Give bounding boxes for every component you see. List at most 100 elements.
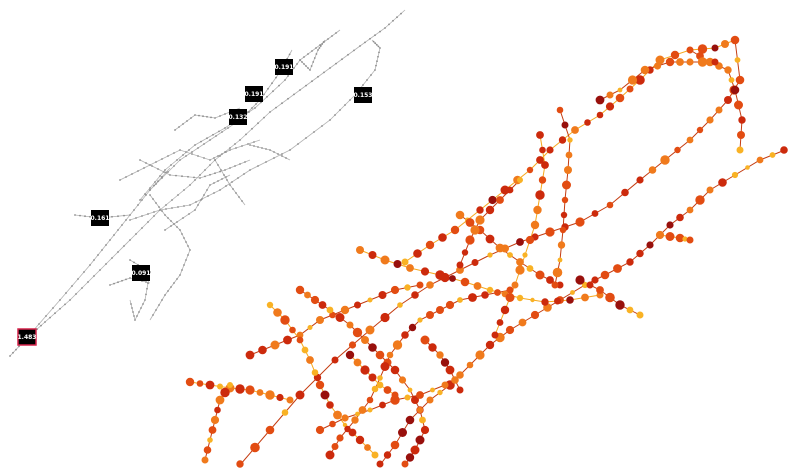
overview-node (165, 204, 167, 206)
overview-node (164, 214, 166, 216)
detail-node (413, 249, 422, 258)
overview-node (178, 126, 180, 128)
detail-node (245, 350, 255, 360)
overview-node (161, 177, 163, 179)
detail-node (401, 331, 409, 339)
overview-node (182, 217, 184, 219)
overview-node (125, 219, 127, 221)
detail-node (364, 444, 371, 451)
detail-node (270, 340, 280, 350)
overview-nodes (9, 12, 402, 357)
overview-node (183, 205, 185, 207)
overview-node (182, 154, 184, 156)
detail-node (420, 425, 430, 435)
detail-node (676, 213, 684, 222)
overview-node (157, 168, 159, 170)
overview-node (139, 159, 141, 161)
detail-node (258, 345, 267, 355)
overview-node (293, 67, 295, 69)
overview-node (278, 84, 280, 87)
overview-node (221, 153, 223, 155)
overview-node (213, 182, 215, 184)
detail-edge (359, 249, 601, 303)
overview-node (247, 143, 249, 145)
detail-node (331, 443, 339, 450)
detail-node (711, 58, 719, 66)
overview-node (384, 27, 386, 29)
overview-node (93, 259, 95, 261)
detail-node (617, 87, 623, 93)
overview-node (293, 93, 295, 96)
overview-node (173, 223, 175, 225)
overview-node (281, 153, 283, 155)
detail-node (564, 166, 572, 174)
detail-node (735, 75, 745, 85)
detail-node (522, 252, 528, 258)
value-badge-box (245, 86, 263, 102)
detail-node (391, 391, 399, 399)
overview-node (344, 104, 346, 106)
detail-node (485, 234, 495, 244)
detail-node (485, 205, 495, 215)
overview-node (287, 75, 289, 77)
overview-node (206, 189, 208, 191)
detail-node (646, 241, 654, 249)
detail-node (437, 389, 443, 396)
detail-edges (189, 39, 786, 466)
detail-node (455, 210, 465, 220)
overview-node (186, 120, 188, 122)
overview-node (133, 261, 135, 264)
overview-node (121, 279, 123, 282)
overview-node (15, 348, 17, 351)
overview-node (263, 93, 265, 96)
overview-node (185, 151, 187, 153)
overview-node (181, 269, 183, 271)
detail-node (715, 106, 723, 114)
detail-node (718, 178, 727, 187)
overview-node (335, 62, 337, 65)
overview-node (251, 127, 253, 130)
overview-node (187, 175, 189, 178)
overview-node (317, 75, 319, 78)
detail-node (487, 252, 493, 258)
overview-node (189, 204, 191, 206)
detail-node (210, 415, 220, 425)
detail-node (377, 375, 383, 381)
detail-node (320, 390, 330, 400)
overview-node (339, 109, 341, 111)
overview-node (203, 194, 205, 196)
overview-node (170, 164, 172, 166)
detail-node (605, 102, 615, 111)
detail-node (428, 343, 437, 352)
overview-node (219, 189, 221, 191)
overview-node (312, 61, 315, 63)
overview-node (158, 206, 160, 208)
overview-node (129, 214, 131, 216)
overview-node (202, 115, 204, 118)
overview-node (232, 188, 234, 190)
detail-node (556, 281, 564, 289)
detail-node (368, 373, 377, 382)
detail-node (201, 456, 209, 464)
detail-node (615, 93, 625, 103)
detail-node (250, 442, 260, 453)
overview-node (52, 307, 54, 309)
detail-node (445, 365, 455, 375)
overview-node (244, 161, 246, 163)
overview-node (187, 245, 189, 247)
overview-node (134, 319, 136, 321)
detail-node (301, 346, 309, 354)
overview-node (275, 76, 277, 79)
detail-node (203, 446, 212, 454)
detail-node (397, 302, 403, 308)
detail-node (496, 319, 504, 326)
detail-node (296, 331, 304, 339)
detail-node (575, 275, 585, 285)
overview-node (198, 114, 200, 117)
overview-node (185, 241, 187, 243)
overview-node (388, 23, 390, 26)
detail-node (675, 233, 685, 243)
overview-node (117, 251, 119, 253)
overview-node (219, 170, 221, 173)
detail-node (626, 85, 634, 93)
